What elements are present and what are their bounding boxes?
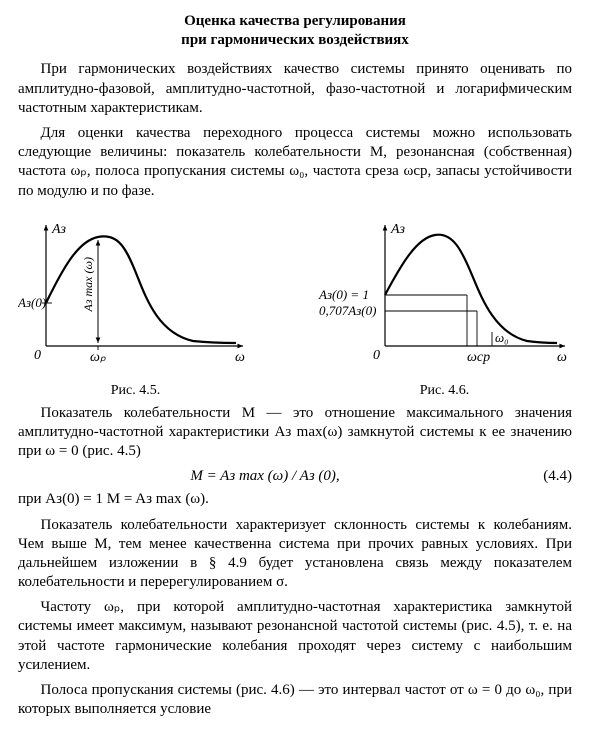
svg-text:ω₀: ω₀ xyxy=(495,330,509,345)
paragraph-4: при Aз(0) = 1 M = Aз max (ω). xyxy=(18,490,572,509)
svg-text:Aз(0) = 1: Aз(0) = 1 xyxy=(318,287,369,302)
svg-text:0,707Aз(0): 0,707Aз(0) xyxy=(319,303,376,318)
paragraph-2: Для оценки качества переходного процесса… xyxy=(18,124,572,201)
svg-text:Aз: Aз xyxy=(51,222,67,237)
figures-row: Aз Aз(0) 0 ω ωₚ Aз max (ω) Рис. 4.5. Aз Aз(0) … xyxy=(18,213,572,400)
equation-4-4: M = Aз max (ω) / Aз (0), (4.4) xyxy=(18,467,572,486)
svg-text:Aз(0): Aз(0) xyxy=(18,295,46,310)
equation-number: (4.4) xyxy=(512,467,572,486)
figure-4-6: Aз Aз(0) = 10,707Aз(0) 0 ω ωср ω₀ Рис. 4.6. xyxy=(317,213,572,400)
section-title: Оценка качества регулирования при гармон… xyxy=(18,12,572,50)
paragraph-6: Частоту ωₚ, при которой амплитудно-часто… xyxy=(18,598,572,675)
paragraph-7: Полоса пропускания системы (рис. 4.6) — … xyxy=(18,681,572,719)
paragraph-5: Показатель колебательности характеризует… xyxy=(18,516,572,593)
figure-4-6-plot: Aз Aз(0) = 10,707Aз(0) 0 ω ωср ω₀ xyxy=(317,213,572,378)
figure-4-6-caption: Рис. 4.6. xyxy=(420,382,470,400)
svg-text:0: 0 xyxy=(373,348,380,363)
equation-text: M = Aз max (ω) / Aз (0), xyxy=(18,467,512,486)
paragraph-1: При гармонических воздействиях качество … xyxy=(18,60,572,118)
svg-text:Aз max (ω): Aз max (ω) xyxy=(81,257,95,312)
svg-text:ωср: ωср xyxy=(467,350,490,365)
paragraph-3: Показатель колебательности M — это отнош… xyxy=(18,404,572,462)
figure-4-5: Aз Aз(0) 0 ω ωₚ Aз max (ω) Рис. 4.5. xyxy=(18,213,253,400)
svg-text:Aз: Aз xyxy=(390,222,406,237)
figure-4-5-plot: Aз Aз(0) 0 ω ωₚ Aз max (ω) xyxy=(18,213,253,378)
svg-text:0: 0 xyxy=(34,348,41,363)
svg-text:ω: ω xyxy=(557,350,567,365)
svg-text:ω: ω xyxy=(235,350,245,365)
svg-text:ωₚ: ωₚ xyxy=(90,350,106,365)
figure-4-5-caption: Рис. 4.5. xyxy=(111,382,161,400)
